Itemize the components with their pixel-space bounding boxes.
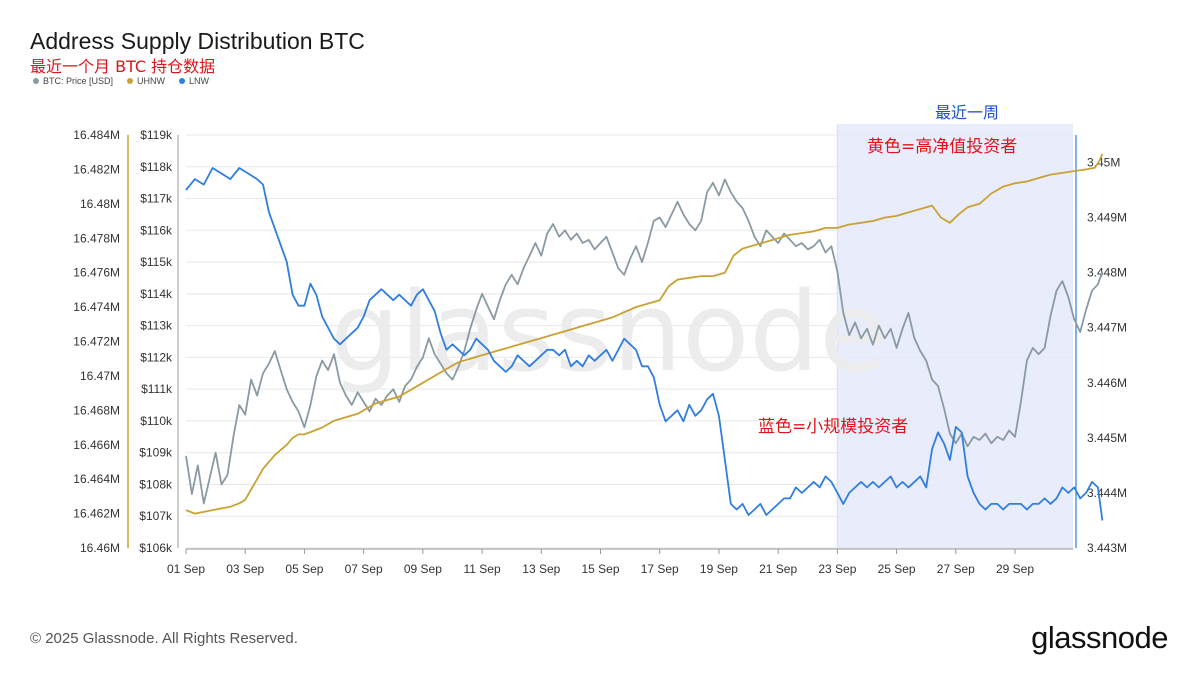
- uhnw-tick-label: 16.47M: [80, 369, 120, 383]
- legend-label-price: BTC: Price [USD]: [43, 76, 114, 86]
- lnw-tick-label: 3.448M: [1087, 266, 1127, 280]
- x-tick-label: 07 Sep: [345, 562, 383, 576]
- price-tick-label: $116k: [140, 223, 173, 237]
- legend-label-uhnw: UHNW: [137, 76, 166, 86]
- uhnw-tick-label: 16.484M: [73, 128, 120, 142]
- recent-week-highlight: [837, 124, 1073, 548]
- x-tick-label: 17 Sep: [641, 562, 679, 576]
- x-tick-label: 19 Sep: [700, 562, 738, 576]
- legend-label-lnw: LNW: [189, 76, 210, 86]
- legend-dot-lnw: [179, 78, 186, 84]
- uhnw-tick-label: 16.464M: [73, 472, 120, 486]
- legend-item-lnw[interactable]: LNW: [179, 76, 209, 86]
- lnw-tick-label: 3.446M: [1087, 376, 1127, 390]
- uhnw-tick-label: 16.478M: [73, 231, 120, 245]
- legend-item-uhnw[interactable]: UHNW: [127, 76, 165, 86]
- series-lines: [185, 153, 1104, 521]
- uhnw-tick-label: 16.476M: [73, 266, 120, 280]
- x-tick-label: 05 Sep: [285, 562, 323, 576]
- price-tick-label: $111k: [141, 382, 173, 396]
- price-tick-label: $107k: [139, 509, 173, 523]
- uhnw-tick-label: 16.466M: [73, 438, 120, 452]
- x-tick-label: 21 Sep: [759, 562, 797, 576]
- price-tick-label: $112k: [140, 350, 173, 364]
- price-tick-label: $118k: [140, 160, 173, 174]
- x-tick-label: 03 Sep: [226, 562, 264, 576]
- price-tick-label: $108k: [139, 477, 173, 491]
- series-line-lnw[interactable]: [185, 167, 1104, 521]
- legend: BTC: Price [USD] UHNW LNW: [33, 76, 209, 86]
- glassnode-logo[interactable]: glassnode: [1031, 620, 1168, 655]
- uhnw-tick-label: 16.46M: [80, 541, 120, 555]
- lnw-annotation: 蓝色=小规模投资者: [758, 417, 908, 437]
- price-tick-label: $114k: [140, 287, 173, 301]
- price-tick-label: $106k: [139, 541, 173, 555]
- uhnw-tick-label: 16.462M: [73, 507, 120, 521]
- uhnw-tick-label: 16.468M: [73, 403, 120, 417]
- lnw-tick-label: 3.447M: [1087, 321, 1127, 335]
- x-tick-label: 27 Sep: [937, 562, 975, 576]
- price-tick-label: $113k: [140, 319, 173, 333]
- x-tick-label: 13 Sep: [522, 562, 560, 576]
- series-line-uhnw[interactable]: [185, 153, 1104, 515]
- legend-dot-uhnw: [127, 78, 134, 84]
- price-tick-label: $110k: [140, 414, 173, 428]
- x-tick-label: 25 Sep: [878, 562, 916, 576]
- legend-item-price[interactable]: BTC: Price [USD]: [33, 76, 113, 86]
- lnw-tick-label: 3.443M: [1087, 541, 1127, 555]
- lnw-tick-label: 3.444M: [1087, 486, 1127, 500]
- uhnw-tick-label: 16.474M: [73, 300, 120, 314]
- uhnw-tick-label: 16.482M: [73, 162, 120, 176]
- lnw-tick-label: 3.445M: [1087, 431, 1127, 445]
- recent-week-label: 最近一周: [935, 103, 999, 122]
- chart-title: Address Supply Distribution BTC: [30, 28, 365, 54]
- legend-dot-price: [33, 78, 39, 84]
- x-tick-label: 09 Sep: [404, 562, 442, 576]
- chart-subtitle: 最近一个月 BTC 持仓数据: [30, 57, 216, 76]
- price-tick-label: $115k: [140, 255, 173, 269]
- x-tick-label: 01 Sep: [167, 562, 205, 576]
- lnw-tick-label: 3.449M: [1087, 211, 1127, 225]
- price-tick-label: $109k: [139, 446, 173, 460]
- series-line-btc-price-usd[interactable]: [185, 178, 1104, 505]
- axes: 16.484M 16.482M 16.48M 16.478M 16.476M 16.474…: [73, 128, 1127, 576]
- x-tick-label: 11 Sep: [463, 562, 500, 576]
- x-tick-label: 23 Sep: [818, 562, 856, 576]
- price-tick-label: $119k: [140, 128, 173, 142]
- price-tick-label: $117k: [140, 192, 173, 206]
- watermark: glassnode: [330, 268, 887, 396]
- uhnw-annotation: 黄色=高净值投资者: [867, 137, 1017, 157]
- x-tick-label: 29 Sep: [996, 562, 1034, 576]
- uhnw-tick-label: 16.48M: [80, 197, 120, 211]
- x-tick-label: 15 Sep: [581, 562, 619, 576]
- uhnw-tick-label: 16.472M: [73, 335, 120, 349]
- copyright-notice: © 2025 Glassnode. All Rights Reserved.: [30, 630, 298, 647]
